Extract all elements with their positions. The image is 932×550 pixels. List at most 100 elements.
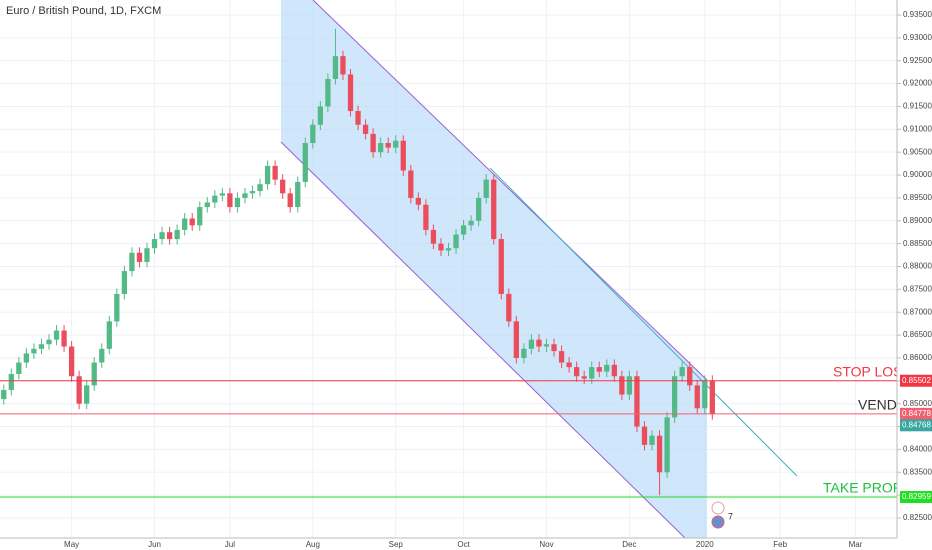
y-tick-label: 0.89000 <box>903 216 932 225</box>
candle-body <box>566 362 572 368</box>
candle-body <box>543 344 550 347</box>
candle-body <box>596 367 602 372</box>
candle-body <box>385 143 391 148</box>
candle-body <box>619 376 625 395</box>
y-tick-label: 0.85000 <box>903 399 932 408</box>
candle-body <box>91 362 97 386</box>
candle-body <box>626 376 633 395</box>
price-axis <box>897 0 932 550</box>
candle-body <box>264 165 271 185</box>
y-tick-label: 0.92000 <box>903 79 932 88</box>
candle-body <box>280 179 286 194</box>
candle-body <box>483 179 489 198</box>
candle-body <box>272 165 278 180</box>
candle-body <box>182 218 188 230</box>
candle-body <box>287 193 293 208</box>
horizontal-lines: STOP LOSS VENDA TAKE PROFIT <box>0 363 914 498</box>
channel-upper <box>312 0 708 381</box>
candle-body <box>159 232 165 240</box>
candle-body <box>687 367 693 386</box>
candle-body <box>528 339 535 349</box>
y-tick-label: 0.91500 <box>903 102 932 111</box>
candle-body <box>114 293 120 322</box>
y-tick-label: 0.84000 <box>903 445 932 454</box>
candle-body <box>16 362 22 374</box>
x-tick-label: Oct <box>457 540 470 549</box>
candle-body <box>460 225 467 235</box>
y-tick-label: 0.87500 <box>903 284 932 293</box>
candle-body <box>649 435 655 445</box>
x-tick-label: Jul <box>225 540 235 549</box>
price-tag <box>900 407 932 420</box>
candle-body <box>347 74 354 112</box>
x-tick-label: Dec <box>622 540 636 549</box>
candle-body <box>325 79 331 107</box>
candle-body <box>604 364 610 372</box>
chart-title: Euro / British Pound, 1D, FXCM <box>6 5 161 17</box>
candle-body <box>68 346 75 377</box>
candle-body <box>227 193 233 208</box>
candle-body <box>53 330 60 340</box>
x-tick-label: 2020 <box>696 540 714 549</box>
y-tick-label: 0.93000 <box>903 33 932 42</box>
y-tick-label: 0.88500 <box>903 239 932 248</box>
candle-body <box>415 197 421 205</box>
candle-body <box>257 184 263 192</box>
candle-body <box>31 348 37 354</box>
candle-body <box>423 204 429 230</box>
price-tag <box>900 491 932 504</box>
price-tag-label: 0.84778 <box>902 409 931 418</box>
candle-body <box>8 373 14 390</box>
candle-body <box>476 197 482 221</box>
candle-body <box>634 376 640 427</box>
candle-body <box>445 248 452 251</box>
candle-body <box>106 321 112 349</box>
x-tick-label: May <box>64 540 79 549</box>
axes: 0.825000.830000.835000.840000.845000.850… <box>64 10 932 549</box>
y-tick-label: 0.82500 <box>903 513 932 522</box>
x-tick-label: Jun <box>148 540 161 549</box>
candle-body <box>61 330 67 347</box>
x-tick-label: Aug <box>306 540 320 549</box>
y-tick-label: 0.89500 <box>903 193 932 202</box>
y-tick-label: 0.92500 <box>903 56 932 65</box>
candle-body <box>332 56 339 80</box>
candle-body <box>558 351 565 363</box>
price-tag-label: 0.82959 <box>902 492 931 501</box>
y-tick-label: 0.86000 <box>903 353 932 362</box>
candle-body <box>317 106 323 125</box>
last-price-label: 0.84768 <box>902 420 931 429</box>
candle-body <box>1 389 7 400</box>
candle-body <box>664 417 670 473</box>
x-tick-label: Mar <box>849 540 863 549</box>
x-tick-label: Sep <box>389 540 404 549</box>
x-tick-label: Nov <box>539 540 553 549</box>
candle-body <box>295 181 301 208</box>
y-tick-label: 0.86500 <box>903 330 932 339</box>
candles <box>1 28 715 496</box>
candle-body <box>340 56 346 75</box>
last-price-tag <box>900 419 932 432</box>
price-tag-label: 0.85502 <box>902 376 931 385</box>
price-line-label: VENDA <box>858 397 907 413</box>
candle-body <box>702 380 708 409</box>
candle-body <box>513 321 519 358</box>
candle-body <box>581 376 587 379</box>
candle-body <box>46 339 52 345</box>
price-line-label: TAKE PROFIT <box>823 480 914 496</box>
candle-body <box>136 252 143 262</box>
y-tick-label: 0.88000 <box>903 262 932 271</box>
candle-body <box>249 191 256 194</box>
candle-body <box>151 239 158 249</box>
candle-body <box>438 243 444 251</box>
candle-body <box>536 339 542 347</box>
candle-body <box>302 143 308 182</box>
candle-body <box>219 193 226 196</box>
candle-body <box>174 229 180 240</box>
candle-body <box>393 140 399 148</box>
candle-body <box>498 239 504 294</box>
y-tick-label: 0.87000 <box>903 307 932 316</box>
candle-body <box>589 367 595 379</box>
candle-body <box>310 124 316 144</box>
